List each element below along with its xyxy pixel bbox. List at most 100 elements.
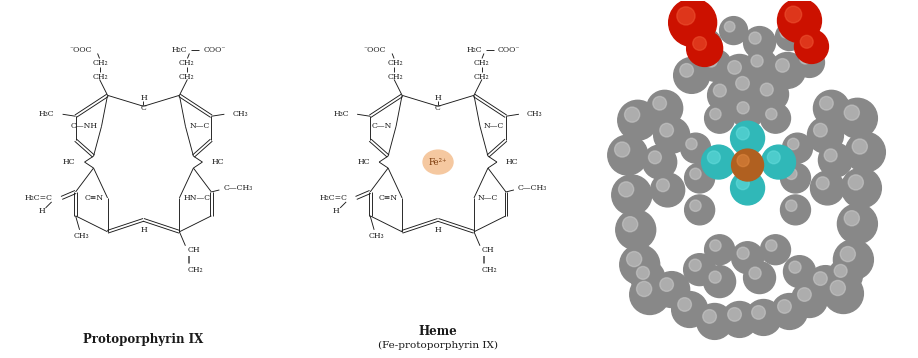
Circle shape — [749, 32, 761, 44]
Circle shape — [752, 306, 766, 319]
Circle shape — [840, 247, 856, 262]
Circle shape — [845, 211, 859, 226]
Circle shape — [744, 262, 776, 294]
Circle shape — [852, 139, 868, 154]
Text: CH₂: CH₂ — [387, 73, 403, 81]
Circle shape — [732, 96, 764, 128]
Circle shape — [789, 261, 801, 273]
Circle shape — [701, 145, 735, 179]
Circle shape — [751, 55, 763, 67]
Circle shape — [697, 304, 733, 339]
Circle shape — [780, 163, 811, 193]
Text: N—C: N—C — [484, 122, 504, 130]
Circle shape — [769, 53, 805, 88]
Text: CH₃: CH₃ — [73, 232, 89, 240]
Text: C—N: C—N — [372, 122, 392, 130]
Circle shape — [811, 171, 845, 205]
Text: ⁻OOC: ⁻OOC — [364, 45, 386, 53]
Circle shape — [693, 37, 707, 50]
Text: H: H — [333, 207, 340, 215]
Circle shape — [728, 61, 742, 74]
Text: HN—C: HN—C — [184, 194, 210, 202]
Circle shape — [705, 55, 717, 67]
Text: C≡N: C≡N — [379, 194, 398, 202]
Circle shape — [816, 177, 829, 190]
Circle shape — [819, 143, 853, 177]
Circle shape — [794, 30, 828, 63]
Circle shape — [813, 272, 827, 285]
Circle shape — [684, 254, 716, 286]
Circle shape — [794, 48, 824, 77]
Circle shape — [778, 0, 822, 43]
Circle shape — [618, 100, 657, 140]
Circle shape — [689, 200, 701, 211]
Circle shape — [749, 267, 761, 279]
Circle shape — [745, 300, 781, 335]
Circle shape — [724, 21, 735, 32]
Circle shape — [611, 175, 652, 215]
Circle shape — [813, 124, 827, 137]
Circle shape — [728, 308, 742, 321]
Circle shape — [834, 240, 873, 280]
Circle shape — [654, 117, 689, 153]
Circle shape — [782, 133, 812, 163]
Circle shape — [689, 168, 701, 179]
Circle shape — [674, 58, 710, 93]
Text: H₂C=C: H₂C=C — [319, 194, 347, 202]
Text: Heme: Heme — [419, 325, 457, 338]
Circle shape — [614, 142, 630, 157]
Circle shape — [762, 145, 796, 179]
Text: H₃C: H₃C — [39, 110, 54, 118]
Circle shape — [736, 177, 749, 190]
Text: CH₂: CH₂ — [482, 266, 498, 274]
Circle shape — [766, 240, 777, 251]
Circle shape — [631, 261, 665, 295]
Text: C≡N: C≡N — [84, 194, 104, 202]
Circle shape — [736, 127, 749, 140]
Circle shape — [830, 280, 845, 296]
Circle shape — [834, 265, 847, 277]
Circle shape — [842, 168, 881, 208]
Circle shape — [680, 64, 693, 77]
Circle shape — [780, 27, 791, 38]
Circle shape — [703, 310, 716, 323]
Text: ‖: ‖ — [482, 256, 486, 264]
Circle shape — [660, 124, 674, 137]
Text: CH: CH — [482, 246, 495, 254]
Circle shape — [710, 240, 722, 251]
Circle shape — [813, 90, 849, 126]
Circle shape — [737, 155, 749, 166]
Circle shape — [766, 108, 777, 120]
Circle shape — [636, 266, 649, 279]
Circle shape — [755, 77, 789, 111]
Text: C—CH₃: C—CH₃ — [518, 184, 547, 192]
Text: Protoporphyrin IX: Protoporphyrin IX — [84, 333, 204, 346]
Text: H₂C=C: H₂C=C — [25, 194, 52, 202]
Circle shape — [786, 168, 797, 179]
Circle shape — [744, 26, 776, 58]
Text: CH₂: CH₂ — [179, 73, 195, 81]
Text: CH₂: CH₂ — [473, 73, 488, 81]
Text: CH₂: CH₂ — [179, 59, 195, 67]
Circle shape — [771, 294, 808, 329]
Circle shape — [760, 103, 790, 133]
Circle shape — [730, 71, 766, 106]
Circle shape — [800, 53, 811, 64]
Circle shape — [677, 7, 695, 25]
Circle shape — [745, 49, 778, 81]
Circle shape — [708, 151, 721, 164]
Circle shape — [685, 195, 714, 225]
Text: H₃C: H₃C — [333, 110, 349, 118]
Circle shape — [735, 77, 749, 90]
Circle shape — [713, 84, 726, 97]
Text: ⁻OOC: ⁻OOC — [69, 45, 92, 53]
Circle shape — [737, 102, 749, 114]
Circle shape — [845, 132, 885, 172]
Circle shape — [731, 171, 765, 205]
Circle shape — [624, 107, 640, 122]
Circle shape — [680, 133, 711, 163]
Circle shape — [798, 288, 812, 301]
Circle shape — [616, 210, 655, 250]
Circle shape — [608, 135, 648, 175]
Circle shape — [800, 35, 813, 48]
